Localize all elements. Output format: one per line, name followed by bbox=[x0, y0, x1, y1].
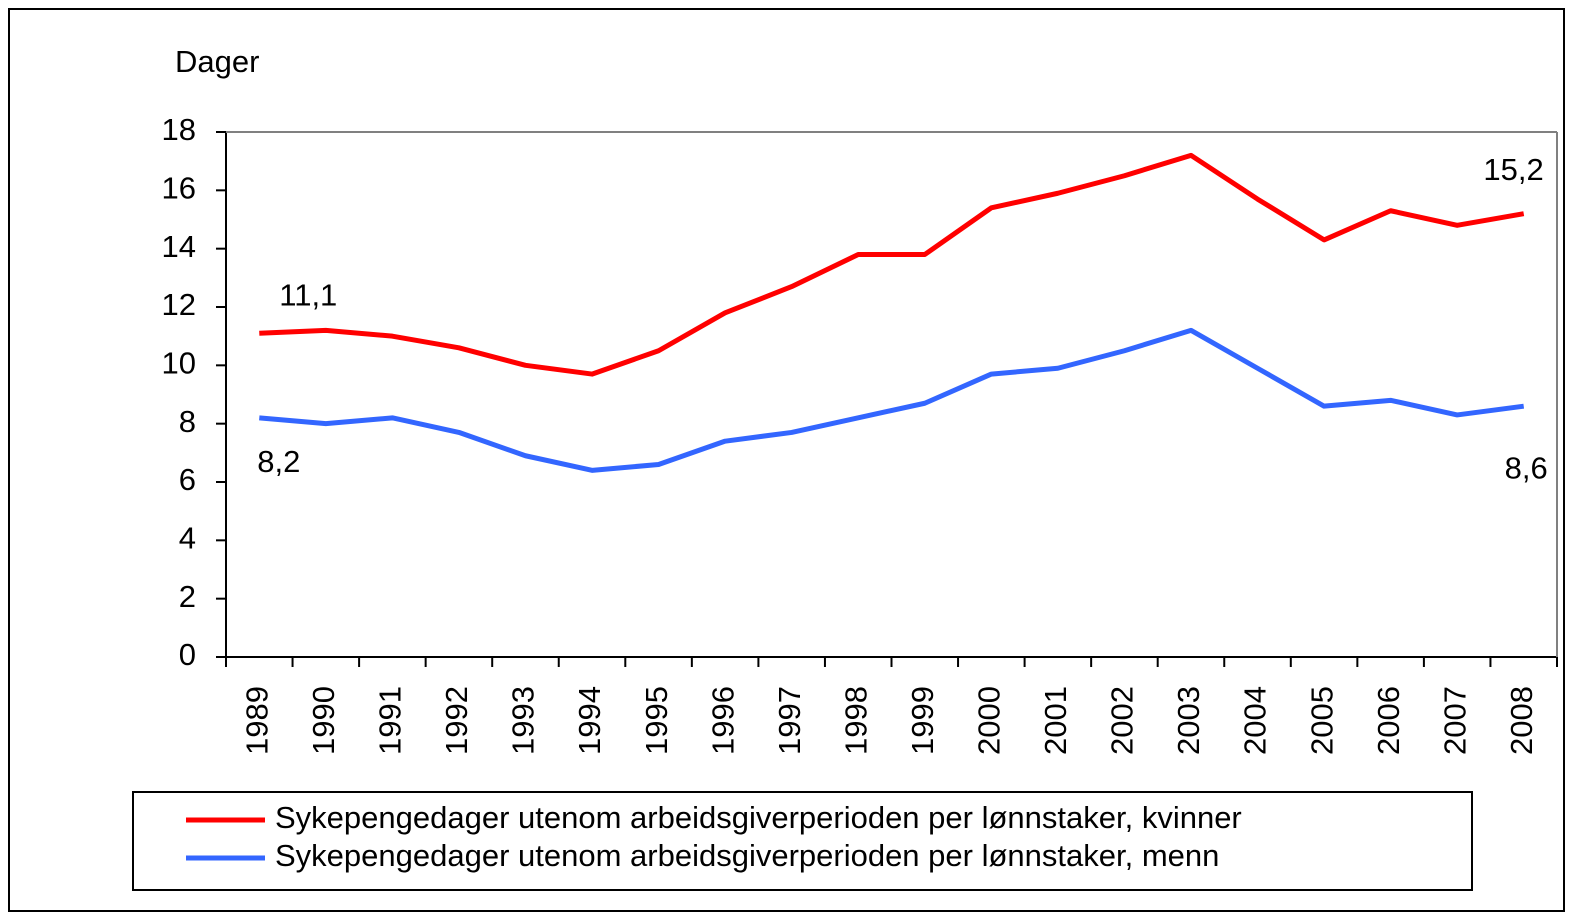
x-tick-label: 1992 bbox=[439, 686, 474, 755]
x-tick-label: 1995 bbox=[639, 686, 674, 755]
x-tick-label: 1997 bbox=[772, 686, 807, 755]
y-tick-label: 6 bbox=[179, 462, 196, 497]
x-tick-label: 1994 bbox=[572, 686, 607, 755]
legend-label: Sykepengedager utenom arbeidsgiverperiod… bbox=[275, 838, 1219, 873]
x-tick-label: 2005 bbox=[1304, 686, 1339, 755]
y-tick-label: 0 bbox=[179, 637, 196, 672]
data-label: 8,2 bbox=[257, 444, 300, 479]
x-tick-label: 2006 bbox=[1371, 686, 1406, 755]
x-tick-label: 1998 bbox=[838, 686, 873, 755]
x-tick-label: 1999 bbox=[905, 686, 940, 755]
y-axis-label: Dager bbox=[175, 44, 259, 79]
legend-label: Sykepengedager utenom arbeidsgiverperiod… bbox=[275, 800, 1242, 835]
y-tick-label: 12 bbox=[162, 287, 196, 322]
x-tick-label: 1989 bbox=[239, 686, 274, 755]
x-tick-label: 2003 bbox=[1171, 686, 1206, 755]
x-tick-label: 2001 bbox=[1038, 686, 1073, 755]
x-tick-label: 1990 bbox=[306, 686, 341, 755]
series-line bbox=[259, 327, 1525, 473]
y-tick-label: 2 bbox=[179, 579, 196, 614]
x-tick-label: 2000 bbox=[972, 686, 1007, 755]
x-tick-label: 2004 bbox=[1238, 686, 1273, 755]
legend bbox=[132, 791, 1473, 891]
x-tick-label: 2002 bbox=[1105, 686, 1140, 755]
data-label: 8,6 bbox=[1505, 450, 1548, 485]
y-tick-label: 10 bbox=[162, 346, 196, 381]
data-label: 11,1 bbox=[279, 277, 337, 312]
y-tick-label: 8 bbox=[179, 404, 196, 439]
y-tick-label: 16 bbox=[162, 171, 196, 206]
x-tick-label: 1996 bbox=[705, 686, 740, 755]
y-tick-label: 14 bbox=[162, 229, 196, 264]
frame bbox=[8, 8, 1565, 912]
data-label: 15,2 bbox=[1483, 152, 1543, 187]
x-tick-label: 1991 bbox=[373, 686, 408, 755]
y-tick-label: 18 bbox=[162, 112, 196, 147]
x-tick-label: 2007 bbox=[1437, 686, 1472, 755]
series-line bbox=[259, 152, 1525, 377]
x-tick-label: 1993 bbox=[506, 686, 541, 755]
y-tick-label: 4 bbox=[179, 521, 196, 556]
x-tick-label: 2008 bbox=[1504, 686, 1539, 755]
